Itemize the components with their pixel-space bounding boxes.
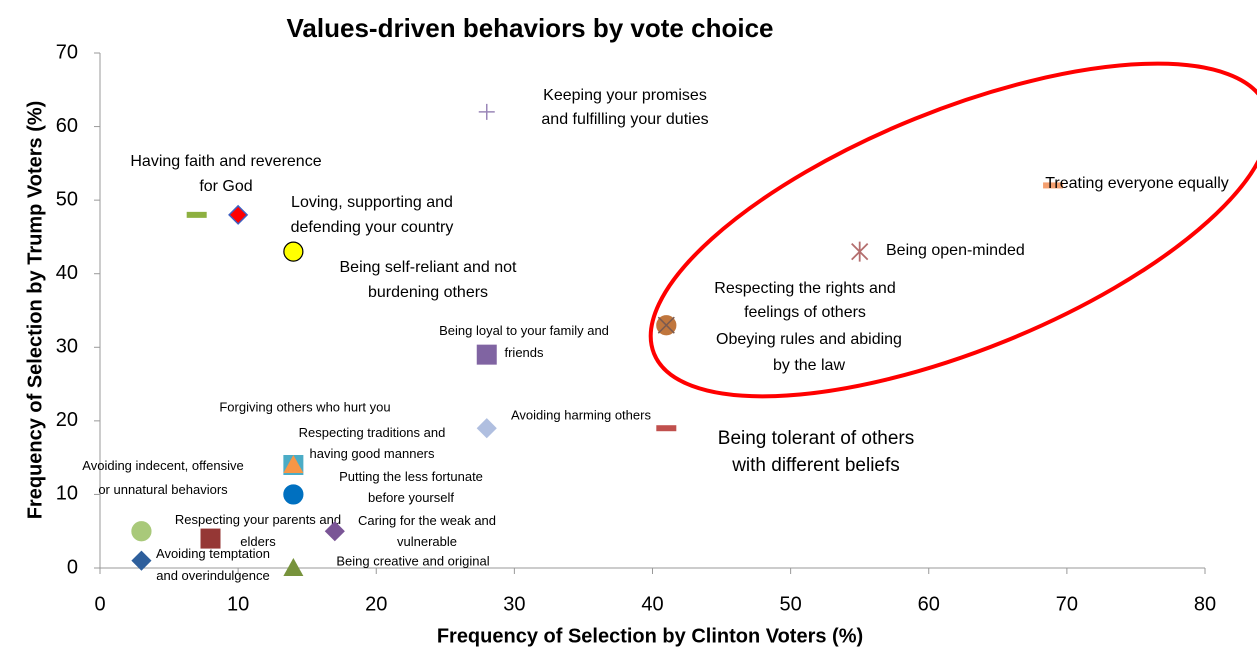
x-tick-label: 40 [641,593,663,615]
x-tick-label: 0 [94,593,105,615]
label-line: before yourself [368,490,454,505]
label-line: Caring for the weak and [358,513,496,528]
label-line: burdening others [368,284,488,301]
y-tick-label: 20 [56,409,78,431]
point-label: Caring for the weak and vulnerable [358,513,496,549]
point [131,550,152,571]
label-line: defending your country [291,219,454,236]
point [478,103,495,120]
point-label: Being open-minded [886,242,1025,259]
label-line: Loving, supporting and [291,194,453,211]
y-tick-label: 30 [56,336,78,358]
label-line: feelings of others [744,304,866,321]
y-tick-label: 50 [56,188,78,210]
point-label: Keeping your promises and fulfilling your… [541,87,708,128]
point [657,316,675,334]
label-line: Avoiding indecent, offensive [82,458,243,473]
point-label: Respecting your parents and elders [175,512,341,549]
label-line: Obeying rules and abiding [716,331,902,348]
y-tick-label: 40 [56,262,78,284]
x-tick-label: 30 [503,593,525,615]
point [186,211,207,218]
point-label: Respecting traditions and having good man… [299,425,446,461]
point-label: Avoiding indecent, offensive or unnatural… [82,458,243,497]
point-label: Avoiding temptation and overindulgence [156,546,270,583]
label-line: friends [504,345,544,360]
point-label: Forgiving others who hurt you [219,399,390,414]
label-line: Putting the less fortunate [339,469,483,484]
label-line: or unnatural behaviors [98,482,228,497]
x-tick-label: 20 [365,593,387,615]
point-label: Being self-reliant and not burdening othe… [340,259,518,301]
point [324,521,345,542]
y-tick-label: 10 [56,483,78,505]
point-label: Being tolerant of others with different b… [718,428,914,476]
x-axis-label: Frequency of Selection by Clinton Voters… [437,625,863,647]
point-label: Having faith and reverence for God [130,153,321,195]
y-axis-label: Frequency of Selection by Trump Voters (… [24,101,46,520]
x-tick-label: 70 [1056,593,1078,615]
label-line: by the law [773,357,845,374]
label-line: Avoiding temptation [156,546,270,561]
chart-title: Values-driven behaviors by vote choice [287,13,774,43]
point-label: Avoiding harming others [511,407,651,422]
label-line: for God [199,178,252,195]
point [283,241,304,262]
label-line: Being loyal to your family and [439,323,609,338]
point-label: Respecting the rights and feelings of oth… [714,280,895,321]
x-tick-label: 60 [918,593,940,615]
y-tick-label: 0 [67,556,78,578]
point [228,204,249,225]
point [1043,182,1064,189]
x-tick-label: 80 [1194,593,1216,615]
x-tick-label: 50 [780,593,802,615]
label-line: Respecting traditions and [299,425,446,440]
point [283,558,304,576]
label-line: and overindulgence [156,568,269,583]
point-label: Putting the less fortunate before yoursel… [339,469,483,505]
point [131,521,152,542]
x-tick-label: 10 [227,593,249,615]
label-line: with different beliefs [731,455,900,476]
label-line: Being tolerant of others [718,428,914,449]
point [851,241,869,262]
point-label: Being creative and original [336,553,489,568]
label-line: Having faith and reverence [130,153,321,170]
label-line: having good manners [309,446,435,461]
y-tick-label: 60 [56,115,78,137]
label-line: vulnerable [397,534,457,549]
point-label: Loving, supporting and defending your cou… [291,194,454,236]
highlight-ellipse [648,61,1257,399]
point [476,344,497,365]
point [283,484,304,505]
label-line: Keeping your promises [543,87,707,104]
y-tick-label: 70 [56,41,78,63]
label-line: and fulfilling your duties [541,111,708,128]
point [476,418,497,439]
point-label: Treating everyone equally [1045,175,1229,192]
label-line: elders [240,534,276,549]
point [200,528,221,549]
label-line: Being self-reliant and not [340,259,518,276]
point [283,455,304,473]
point-label: Obeying rules and abiding by the law [716,331,902,374]
point [656,425,677,432]
point-label: Being loyal to your family and friends [439,323,609,360]
label-line: Respecting the rights and [714,280,895,297]
label-line: Respecting your parents and [175,512,341,527]
